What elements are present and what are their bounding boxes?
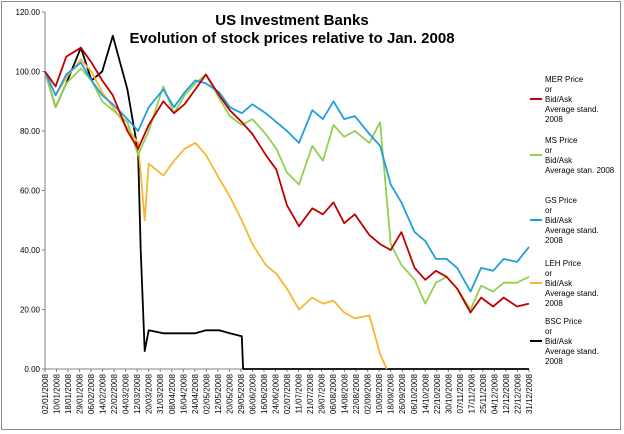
x-tick-label: 14/02/2008 xyxy=(99,373,108,414)
legend-label-leh: Average stand. xyxy=(545,289,599,298)
legend-label-bsc: or xyxy=(545,327,552,336)
x-tick-label: 18/09/2008 xyxy=(387,373,396,414)
series-line-bsc xyxy=(44,34,529,370)
legend-label-ms: MS Price xyxy=(545,136,578,145)
x-tick-label: 20/03/2008 xyxy=(145,373,154,414)
x-tick-label: 04/03/2008 xyxy=(122,373,131,414)
legend-label-mer: or xyxy=(545,85,552,94)
x-tick-label: 07/11/2008 xyxy=(456,373,465,413)
x-tick-label: 02/07/2008 xyxy=(283,373,292,414)
legend-label-gs: GS Price xyxy=(545,196,578,205)
x-tick-label: 02/05/2008 xyxy=(202,373,211,414)
x-tick-label: 17/11/2008 xyxy=(467,373,476,413)
chart-title-line-1: US Investment Banks xyxy=(215,12,368,29)
x-tick-label: 20/05/2008 xyxy=(225,373,234,414)
x-tick-label: 18/01/2008 xyxy=(64,373,73,414)
legend-label-ms: or xyxy=(545,146,552,155)
series-lines xyxy=(44,34,530,370)
legend-label-mer: MER Price xyxy=(545,75,584,84)
x-tick-label: 22/10/2008 xyxy=(433,373,442,414)
x-tick-label: 31/03/2008 xyxy=(156,373,165,414)
x-tick-label: 06/08/2008 xyxy=(329,373,338,414)
y-tick-label: 0.00 xyxy=(24,365,40,374)
x-tick-label: 12/05/2008 xyxy=(214,373,223,414)
x-tick-label: 02/01/2008 xyxy=(41,373,50,414)
x-tick-label: 06/10/2008 xyxy=(410,373,419,414)
x-tick-label: 26/09/2008 xyxy=(398,373,407,414)
x-tick-label: 22/08/2008 xyxy=(352,373,361,414)
x-tick-label: 14/10/2008 xyxy=(421,373,430,414)
x-tick-label: 29/07/2008 xyxy=(318,373,327,414)
x-axis: 02/01/2008 10/01/2008 18/01/2008 29/01/2008… xyxy=(41,368,534,414)
legend-label-mer: Average stand. xyxy=(545,105,599,114)
x-tick-label: 04/12/2008 xyxy=(490,373,499,414)
x-tick-label: 10/01/2008 xyxy=(53,373,62,414)
x-tick-label: 06/06/2008 xyxy=(248,373,257,414)
x-tick-label: 30/10/2008 xyxy=(444,373,453,414)
y-tick-label: 120.00 xyxy=(16,8,41,17)
legend-label-ms: Bid/Ask xyxy=(545,156,573,165)
y-tick-label: 40.00 xyxy=(20,246,41,255)
legend-label-ms: Average stan. 2008 xyxy=(545,166,615,175)
x-tick-label: 31/12/2008 xyxy=(525,373,534,414)
x-tick-label: 29/05/2008 xyxy=(237,373,246,414)
chart-title-line-2: Evolution of stock prices relative to Ja… xyxy=(129,30,454,47)
x-tick-label: 21/07/2008 xyxy=(306,373,315,414)
y-tick-label: 100.00 xyxy=(16,68,41,77)
x-tick-label: 24/06/2008 xyxy=(271,373,280,414)
x-tick-label: 22/12/2008 xyxy=(513,373,522,414)
legend-label-gs: Bid/Ask xyxy=(545,216,573,225)
y-axis: 0.00 20.00 40.00 60.00 80.00 100.00 120.00 xyxy=(16,8,46,374)
y-tick-label: 20.00 xyxy=(20,306,41,315)
x-tick-label: 16/06/2008 xyxy=(260,373,269,414)
x-tick-label: 11/07/2008 xyxy=(295,373,304,413)
x-tick-label: 24/04/2008 xyxy=(191,373,200,414)
legend-label-gs: Average stand. xyxy=(545,226,599,235)
series-line-leh xyxy=(44,58,388,370)
x-tick-label: 02/09/2008 xyxy=(364,373,373,414)
x-tick-label: 22/02/2008 xyxy=(110,373,119,414)
x-tick-label: 12/12/2008 xyxy=(502,373,511,414)
x-tick-label: 16/04/2008 xyxy=(179,373,188,414)
legend-label-leh: 2008 xyxy=(545,299,563,308)
legend-label-mer: 2008 xyxy=(545,115,563,124)
x-tick-label: 10/09/2008 xyxy=(375,373,384,414)
x-tick-label: 08/04/2008 xyxy=(168,373,177,414)
series-line-ms xyxy=(44,67,530,311)
legend-label-gs: 2008 xyxy=(545,236,563,245)
y-tick-label: 80.00 xyxy=(20,127,41,136)
y-tick-label: 60.00 xyxy=(20,187,41,196)
legend-label-mer: Bid/Ask xyxy=(545,95,573,104)
x-tick-label: 29/01/2008 xyxy=(76,373,85,414)
legend-label-leh: Bid/Ask xyxy=(545,279,573,288)
legend-label-leh: LEH Price xyxy=(545,259,582,268)
legend-label-leh: or xyxy=(545,269,552,278)
legend-label-bsc: Average stand. xyxy=(545,347,599,356)
legend-label-bsc: Bid/Ask xyxy=(545,337,573,346)
x-tick-label: 12/03/2008 xyxy=(133,373,142,414)
legend-label-bsc: 2008 xyxy=(545,357,563,366)
series-line-mer xyxy=(44,46,530,314)
x-tick-label: 14/08/2008 xyxy=(341,373,350,414)
legend-label-gs: or xyxy=(545,206,552,215)
x-tick-label: 25/11/2008 xyxy=(479,373,488,413)
series-line-gs xyxy=(44,61,530,293)
legend-label-bsc: BSC Price xyxy=(545,317,582,326)
x-tick-label: 06/02/2008 xyxy=(87,373,96,414)
